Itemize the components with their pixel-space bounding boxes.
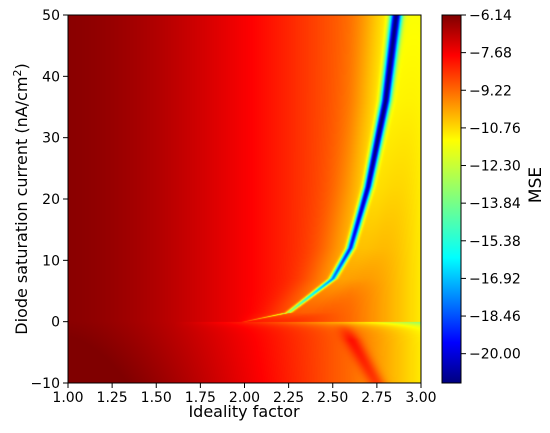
x-tick-label: 2.25: [273, 390, 304, 406]
colorbar-tick-label: −13.84: [469, 196, 521, 212]
y-axis-label-superscript: 2: [11, 70, 24, 77]
colorbar-tick-label: −16.92: [469, 271, 521, 287]
colorbar-axis: −6.14 −7.68 −9.22 −10.76 −12.30 −13.84 −15.38 −…: [461, 8, 521, 363]
colorbar-tick-label: −9.22: [469, 83, 512, 99]
x-axis-label: Ideality factor: [188, 402, 300, 421]
x-tick-label: 2.75: [361, 390, 392, 406]
y-tick-label: 10: [42, 253, 60, 269]
colorbar-label: MSE: [526, 167, 546, 203]
x-tick-label: 1.00: [52, 390, 83, 406]
colorbar: [441, 14, 462, 384]
colorbar-tick-label: −12.30: [469, 159, 521, 175]
y-tick-label: −10: [30, 376, 60, 392]
heatmap-plot-area: [68, 15, 421, 383]
colorbar-tick-label: −20.00: [469, 347, 521, 363]
x-tick-label: 3.00: [405, 390, 436, 406]
y-tick-label: 20: [42, 192, 60, 208]
y-axis-label-main: Diode saturation current (nA/cm: [12, 77, 31, 335]
colorbar-tick-label: −15.38: [469, 234, 521, 250]
x-tick-label: 2.00: [229, 390, 260, 406]
colorbar-tick-label: −18.46: [469, 309, 521, 325]
colorbar-tick-label: −10.76: [469, 121, 521, 137]
y-axis: −10 0 10 20 30 40 50: [30, 8, 68, 392]
colorbar-tick-label: −7.68: [469, 46, 512, 62]
x-tick-label: 1.75: [185, 390, 216, 406]
colorbar-tick-label: −6.14: [469, 8, 512, 24]
y-tick-label: 0: [51, 315, 60, 331]
y-tick-label: 40: [42, 69, 60, 85]
x-tick-label: 1.50: [141, 390, 172, 406]
y-tick-label: 50: [42, 8, 60, 24]
x-tick-label: 1.25: [97, 390, 128, 406]
x-axis: 1.00 1.25 1.50 1.75 2.00 2.25 2.50 2.75 3.00: [52, 383, 437, 406]
y-axis-label: Diode saturation current (nA/cm2): [11, 63, 31, 334]
x-tick-label: 2.50: [317, 390, 348, 406]
y-tick-label: 30: [42, 131, 60, 147]
y-axis-label-close: ): [12, 63, 31, 69]
